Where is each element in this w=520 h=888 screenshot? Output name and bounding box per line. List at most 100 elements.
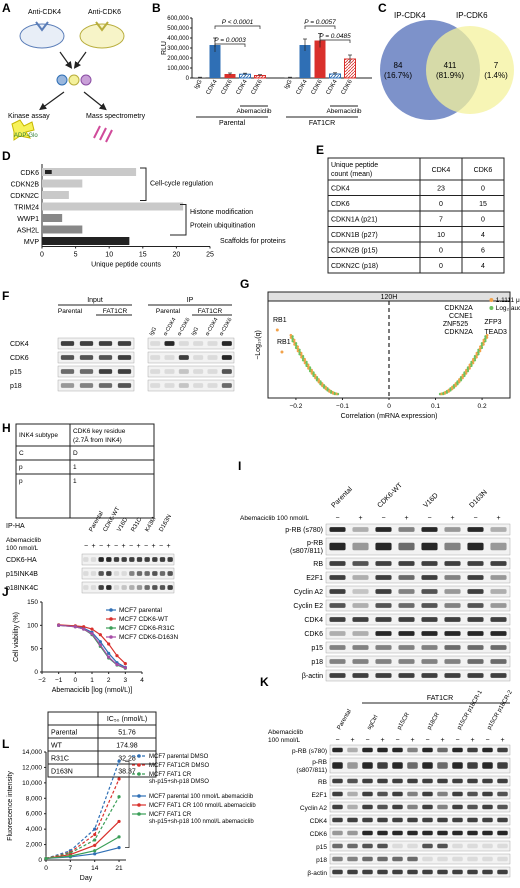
venn-right-label: IP-CDK6 [456, 11, 488, 20]
bar [42, 202, 184, 211]
band [444, 603, 461, 608]
blot-strip [325, 599, 511, 612]
panel-e-table: Unique peptide count (mean) CDK4 CDK6 CDK4 23… [327, 157, 505, 274]
mass-spec-label: Mass spectrometry [86, 113, 146, 120]
gene-label: CDKN2A [444, 329, 473, 336]
gene-label: RB1 [273, 317, 287, 324]
band [444, 645, 461, 650]
parental-label: Parental [58, 308, 83, 315]
table-cell: 51.76 [118, 730, 136, 737]
band [452, 869, 463, 875]
x-tick-label: 20 [173, 252, 181, 259]
legend-label: sh-p15+sh-p18 DMSO [149, 779, 209, 785]
band [398, 673, 415, 678]
band [362, 804, 373, 810]
band [332, 747, 343, 753]
band [407, 804, 418, 810]
point [107, 655, 111, 659]
treatment-sign: − [365, 737, 369, 744]
point [90, 632, 94, 636]
band [144, 571, 150, 576]
y-tick-label: 100 [27, 622, 38, 629]
row-label: p-RB (s780) [292, 748, 327, 755]
band [167, 571, 173, 576]
y-tick-label: 400,000 [167, 36, 189, 42]
band [398, 603, 415, 608]
band [421, 631, 438, 636]
lane-label: V16D [117, 516, 130, 533]
blot-strip [329, 744, 511, 756]
band [444, 631, 461, 636]
y-axis-label: RLU [161, 41, 168, 55]
row-label: E2F1 [311, 792, 327, 799]
p-value-1: P = 0.0003 [214, 37, 246, 44]
gene-label: ZFP3 [484, 319, 501, 326]
band [444, 527, 461, 532]
band [352, 659, 369, 664]
band [437, 778, 448, 784]
lane-label: α-CDK4 [205, 317, 220, 337]
blot-strip [329, 814, 511, 826]
p-value-3: P = 0.0057 [304, 19, 336, 26]
annotation-ubiquitination: Protein ubiquitination [190, 223, 255, 230]
table-cell: 0 [439, 248, 443, 255]
band [407, 830, 418, 836]
band [352, 673, 369, 678]
band [392, 747, 403, 753]
band [347, 804, 358, 810]
point [93, 827, 97, 831]
panel-k-western-blot: FAT1CR Parental sgCtrl p15CR p18CR p15CR p18C… [268, 689, 514, 878]
gene-label: TEAD3 [484, 329, 507, 336]
x-tick-label: 7 [69, 865, 73, 872]
treatment-sign: − [335, 515, 339, 522]
legend-marker [137, 763, 141, 767]
row-label: p15INK4B [6, 571, 38, 578]
row-label: CDK4 [310, 818, 328, 825]
band [377, 791, 388, 797]
band [375, 542, 392, 551]
x-tick-label: 0.2 [478, 403, 487, 410]
lane-label: p18CR [427, 711, 442, 731]
panel-label-i: I [238, 459, 241, 473]
band [329, 631, 346, 636]
blot-strip [147, 379, 235, 392]
lane-label: p15CR p18CR-1 [457, 689, 485, 731]
band [490, 527, 507, 532]
panel-i-western-blot: Parental CDK6-WT V16D D163N Abemaciclib 100 … [240, 481, 511, 682]
bar [42, 214, 63, 222]
band [159, 585, 166, 590]
legend-label: MCF7 FAT1 CR 100 nmol/L abemaciclib [149, 803, 256, 809]
series-line [45, 836, 120, 860]
point [93, 843, 97, 847]
table-cell: D [73, 450, 78, 457]
dish-cdk4-icon [19, 23, 65, 49]
burst-icon [11, 119, 35, 141]
treatment-sign: − [427, 515, 431, 522]
fat1cr-label: FAT1CR [427, 695, 453, 702]
band [221, 383, 232, 388]
band [329, 575, 346, 580]
band [60, 341, 75, 346]
band [329, 542, 346, 551]
band [329, 527, 346, 532]
annotation-cell-cycle: Cell-cycle regulation [150, 180, 213, 187]
band [467, 645, 484, 650]
row-label: E2F1 [306, 575, 323, 582]
band [467, 527, 484, 532]
band [497, 817, 508, 823]
gene-label: CCNE1 [449, 313, 473, 320]
band [407, 817, 418, 823]
band [79, 355, 94, 360]
legend-label: MCF7 FAT1 CR [149, 812, 192, 818]
point [123, 666, 127, 670]
band [467, 843, 478, 849]
header-cell: CDK6 [474, 167, 493, 174]
blot-strip [147, 337, 235, 350]
row-label: CDK6 [10, 355, 29, 362]
point [73, 625, 77, 629]
table-cell: 174.98 [116, 743, 138, 750]
band [332, 804, 343, 810]
table-cell: 10 [437, 232, 445, 239]
bar [209, 45, 221, 78]
band [407, 747, 418, 753]
